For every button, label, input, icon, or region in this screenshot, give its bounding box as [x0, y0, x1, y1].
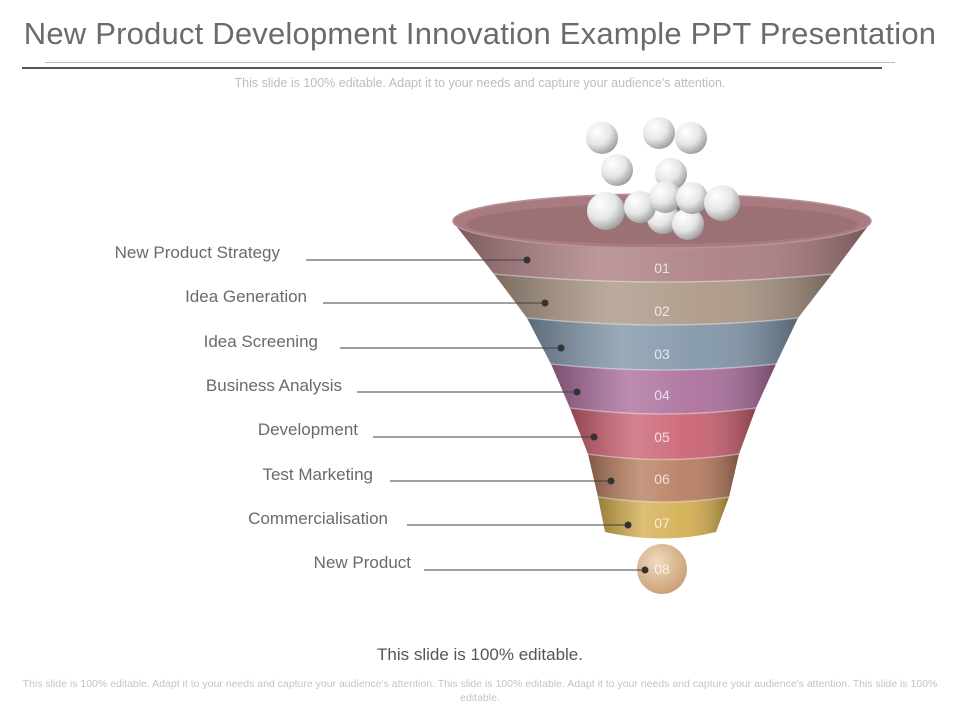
slide-title: New Product Development Innovation Examp… [23, 16, 937, 51]
ball-icon [675, 122, 707, 154]
step-number-04: 04 [654, 387, 670, 403]
step-number-06: 06 [654, 471, 670, 487]
step-number-07: 07 [654, 515, 670, 531]
title-underline-thin [45, 62, 895, 63]
title-underline-thick [22, 67, 882, 69]
funnel-band-04 [551, 364, 776, 414]
band-separators [493, 273, 833, 503]
step-label-08: New Product [314, 553, 412, 572]
funnel-balls [586, 117, 740, 240]
connector-dots [523, 256, 649, 574]
ball-icon [672, 208, 704, 240]
ball-icon [649, 181, 681, 213]
new-product-sphere [637, 544, 687, 594]
funnel-band-06 [588, 454, 739, 502]
step-number-08: 08 [654, 561, 670, 577]
step-label-04: Business Analysis [206, 376, 342, 395]
step-label-01: New Product Strategy [115, 243, 281, 262]
step-number-05: 05 [654, 429, 670, 445]
ball-icon [587, 192, 625, 230]
step-number-02: 02 [654, 303, 670, 319]
step-label-05: Development [258, 420, 358, 439]
step-label-02: Idea Generation [185, 287, 307, 306]
ball-icon [586, 122, 618, 154]
connector-lines [306, 259, 645, 571]
step-label-03: Idea Screening [204, 332, 318, 351]
ball-icon [624, 191, 656, 223]
ball-icon [601, 154, 633, 186]
ball-icon [704, 185, 740, 221]
editable-caption: This slide is 100% editable. [376, 645, 583, 664]
funnel-band-01 [452, 193, 872, 282]
step-number-03: 03 [654, 346, 670, 362]
ball-icon [643, 117, 675, 149]
slide-subtitle: This slide is 100% editable. Adapt it to… [234, 76, 726, 90]
step-label-06: Test Marketing [262, 465, 373, 484]
funnel-band-03 [527, 318, 798, 370]
funnel-band-07 [598, 497, 729, 539]
ball-icon [676, 182, 708, 214]
footer-note: This slide is 100% editable. Adapt it to… [22, 678, 938, 704]
funnel-band-05 [570, 408, 756, 460]
funnel-band-02 [494, 274, 832, 325]
step-number-01: 01 [654, 260, 670, 276]
step-label-07: Commercialisation [248, 509, 388, 528]
